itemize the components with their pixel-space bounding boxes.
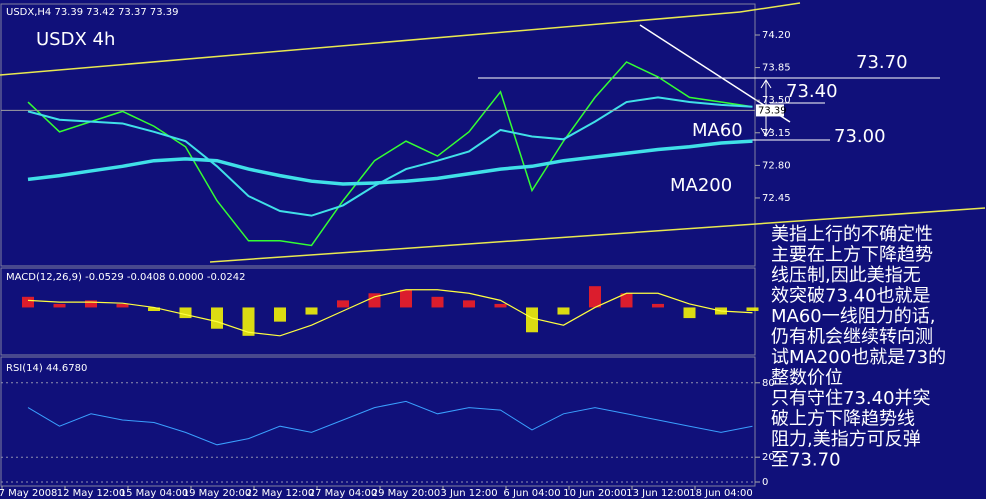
x-tick-label: 10 Jun 20:00 xyxy=(563,488,627,499)
annotation: 73.00 xyxy=(834,126,886,147)
note-line: 线压制,因此美指无 xyxy=(771,265,921,286)
x-tick-label: 27 May 04:00 xyxy=(309,488,378,499)
x-tick-label: 15 May 04:00 xyxy=(120,488,189,499)
channel-lower xyxy=(209,207,986,263)
y-tick-label: 73.15 xyxy=(762,128,791,139)
rsi-panel xyxy=(0,356,756,487)
chart-header: USDX,H4 73.39 73.42 73.37 73.39 xyxy=(6,7,179,18)
channel-upper-ext xyxy=(739,2,801,13)
note-line: 仍有机会继续转向测 xyxy=(771,327,933,348)
x-tick-label: 7 May 2008 xyxy=(0,488,57,499)
series-line xyxy=(27,400,753,446)
note-line: 至73.70 xyxy=(771,450,841,471)
note-line: 试MA200也就是73的 xyxy=(771,347,946,368)
note-line: 主要在上方下降趋势 xyxy=(771,245,933,266)
histogram-bar xyxy=(526,307,538,333)
arrows xyxy=(760,79,772,137)
x-tick-label: 22 May 12:00 xyxy=(246,488,315,499)
last-price-label: 73.39 xyxy=(758,105,787,116)
histogram-bar xyxy=(652,303,664,308)
note-line: MA60一线阻力的话, xyxy=(771,306,935,327)
histogram-bar xyxy=(746,307,759,311)
histogram-bar xyxy=(22,296,34,308)
note-line: 整数价位 xyxy=(771,368,843,389)
histogram-bar xyxy=(431,296,444,308)
histogram-bar xyxy=(85,300,97,308)
y-tick-label: 73.85 xyxy=(762,63,791,74)
x-tick-label: 13 Jun 12:00 xyxy=(626,488,690,499)
y-tick-label: 80 xyxy=(762,378,775,389)
histogram-bar xyxy=(494,303,507,308)
histogram-bar xyxy=(620,293,633,308)
histogram-bar xyxy=(589,286,601,308)
price-panel xyxy=(0,3,756,267)
histogram-bar xyxy=(148,307,160,311)
note-line: 破上方下降趋势线 xyxy=(771,409,915,430)
x-tick-label: 18 Jun 04:00 xyxy=(689,488,753,499)
annotation: 73.40 xyxy=(786,81,838,102)
histogram-bar xyxy=(400,289,412,308)
channel-upper xyxy=(0,11,741,76)
chart-title: USDX 4h xyxy=(36,29,115,50)
histogram-bar xyxy=(557,307,570,315)
histogram-bar xyxy=(53,303,66,308)
series-line xyxy=(27,289,753,337)
note-line: 效突破73.40也就是 xyxy=(771,286,931,307)
series-line xyxy=(27,96,753,217)
x-tick-label: 3 Jun 12:00 xyxy=(440,488,497,499)
histogram-bar xyxy=(274,307,286,322)
x-tick-label: 19 May 20:00 xyxy=(183,488,252,499)
y-tick-label: 73.50 xyxy=(762,95,791,106)
histogram-bar xyxy=(337,300,349,308)
ma-label: MA60 xyxy=(692,120,743,141)
last-price-box xyxy=(756,104,784,117)
histogram-bar xyxy=(305,307,318,315)
y-tick-label: 74.20 xyxy=(762,30,791,41)
ma-label: MA200 xyxy=(670,175,732,196)
x-tick-label: 6 Jun 04:00 xyxy=(503,488,560,499)
histogram-bar xyxy=(368,293,381,308)
rsi-title: RSI(14) 44.6780 xyxy=(6,363,87,374)
histogram-bar xyxy=(179,307,192,319)
macd-title: MACD(12,26,9) -0.0529 -0.0408 0.0000 -0.… xyxy=(6,272,245,283)
histogram-bar xyxy=(242,307,255,336)
series-line xyxy=(27,139,753,186)
y-tick-label: 72.80 xyxy=(762,160,791,171)
note-line: 阻力,美指方可反弹 xyxy=(771,429,921,450)
histogram-bar xyxy=(463,300,475,308)
x-tick-label: 29 May 20:00 xyxy=(372,488,441,499)
x-tick-label: 12 May 12:00 xyxy=(57,488,126,499)
note-line: 只有守住73.40并突 xyxy=(771,388,931,409)
annotation: 73.70 xyxy=(856,52,908,73)
macd-panel xyxy=(0,267,756,356)
histogram-bar xyxy=(683,307,696,319)
y-tick-label: 0 xyxy=(762,477,768,488)
y-tick-label: 20 xyxy=(762,452,775,463)
histogram-bar xyxy=(211,307,223,329)
histogram-bar xyxy=(116,303,129,308)
y-tick-label: 72.45 xyxy=(762,193,791,204)
note-line: 美指上行的不确定性 xyxy=(771,224,933,245)
series-line xyxy=(27,61,753,247)
